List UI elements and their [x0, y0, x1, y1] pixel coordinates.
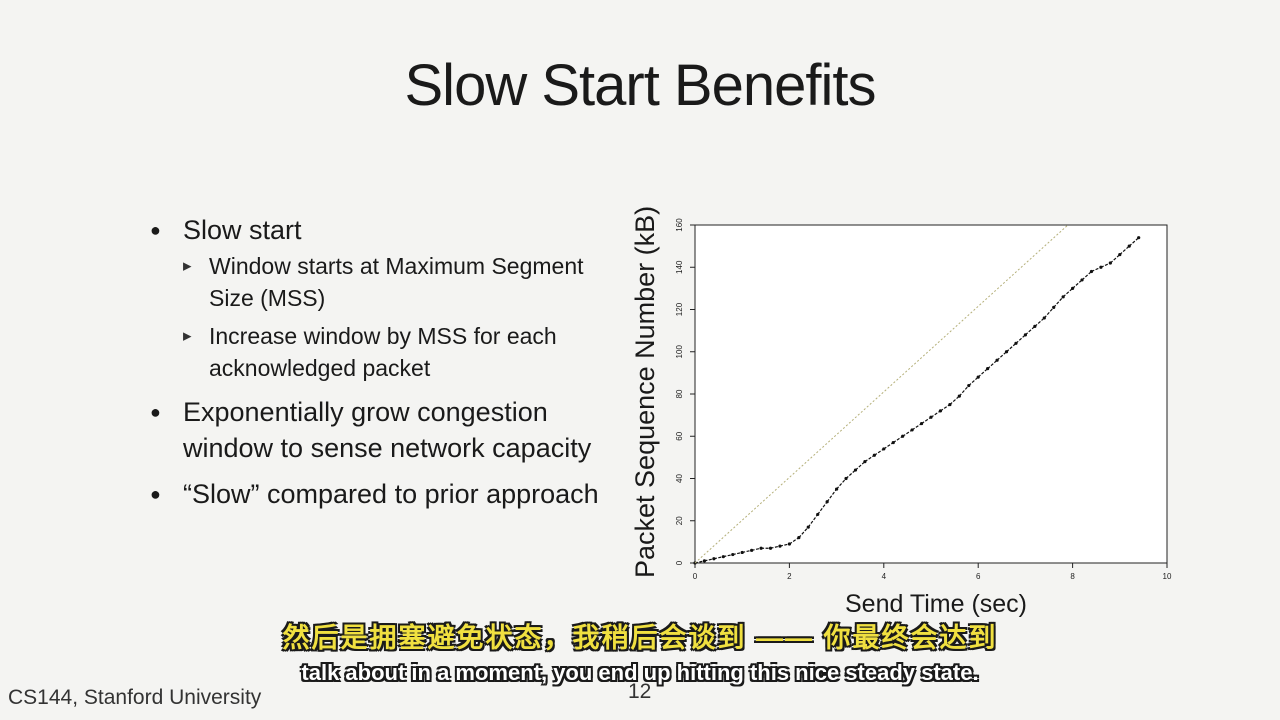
data-segment: [911, 423, 922, 431]
data-segment: [1072, 279, 1083, 289]
data-segment: [1006, 342, 1017, 353]
y-tick-label: 120: [675, 302, 684, 316]
data-segment: [874, 448, 885, 456]
data-segment: [1128, 237, 1140, 247]
data-segment: [732, 551, 743, 556]
data-segment: [958, 385, 970, 397]
data-segment: [779, 543, 790, 547]
data-segment: [949, 395, 960, 406]
data-segment: [1034, 317, 1045, 327]
data-segment: [1081, 271, 1092, 281]
data-segment: [892, 435, 904, 444]
y-tick-label: 140: [675, 260, 684, 274]
data-segment: [1062, 287, 1074, 298]
data-segment: [1043, 306, 1055, 319]
data-segment: [770, 545, 781, 549]
x-tick-label: 2: [787, 572, 792, 581]
data-point: [768, 546, 773, 550]
data-segment: [855, 461, 866, 471]
x-tick-label: 8: [1070, 572, 1075, 581]
y-axis-label: Packet Sequence Number (kB): [630, 205, 660, 578]
chart-container: 0 2 4 6 8 10 0 20 40 60 80 100 120 140 160: [630, 205, 1190, 595]
data-segment: [996, 351, 1007, 361]
plot-frame: [694, 224, 1168, 564]
data-segment: [1119, 245, 1130, 256]
y-tick-label: 100: [675, 345, 684, 359]
data-segment: [1100, 262, 1111, 268]
data-segment: [694, 560, 705, 564]
y-tick-label: 0: [675, 560, 684, 565]
bullet-slow-compared: “Slow” compared to prior approach: [150, 476, 600, 512]
data-segment: [864, 454, 875, 463]
data-segment: [1015, 334, 1026, 344]
data-segment: [940, 404, 951, 412]
data-segment: [921, 416, 932, 425]
x-tick-label: 6: [976, 572, 981, 581]
y-tick-label: 160: [675, 218, 684, 232]
sub-bullet-increase-window: Increase window by MSS for each acknowle…: [183, 320, 600, 384]
data-segment: [902, 429, 913, 437]
x-tick-label: 0: [693, 572, 698, 581]
data-segment: [968, 376, 979, 386]
data-segment: [1053, 296, 1064, 308]
y-tick-label: 80: [675, 389, 684, 398]
x-axis-label: Send Time (sec): [845, 590, 1028, 618]
subtitle-chinese: 然后是拥塞避免状态，我稍后会谈到 —— 你最终会达到: [282, 623, 998, 653]
data-segment: [836, 478, 847, 490]
page-number: 12: [628, 680, 652, 703]
bullet-slow-start: Slow start: [150, 212, 600, 248]
data-segment: [826, 488, 838, 503]
data-segment: [807, 514, 819, 528]
y-tick-label: 20: [675, 516, 684, 525]
bullet-list: Slow start Window starts at Maximum Segm…: [150, 212, 600, 514]
data-segment: [977, 368, 989, 378]
data-segment: [1109, 254, 1121, 264]
data-segment: [883, 442, 894, 450]
data-segment: [987, 359, 998, 370]
x-tick-label: 10: [1163, 572, 1172, 581]
data-segment: [789, 537, 800, 545]
y-tick-label: 40: [675, 474, 684, 483]
data-segment: [930, 410, 941, 418]
bullet-exponential-growth: Exponentially grow congestion window to …: [150, 394, 600, 466]
data-segment: [723, 553, 733, 558]
data-segment: [713, 556, 724, 560]
subtitle-english: talk about in a moment, you end up hitti…: [301, 660, 979, 685]
x-tick-label: 4: [882, 572, 887, 581]
data-segment: [817, 501, 828, 515]
footer-course: CS144, Stanford University: [8, 686, 262, 709]
data-segment: [1024, 325, 1036, 336]
sub-bullet-window-starts: Window starts at Maximum Segment Size (M…: [183, 250, 600, 314]
data-point: [750, 548, 754, 552]
data-segment: [1091, 266, 1102, 273]
data-segment: [798, 526, 809, 539]
data-segment: [751, 547, 762, 551]
data-segment: [845, 469, 856, 479]
data-segment: [704, 558, 715, 562]
data-segment: [742, 549, 752, 554]
y-tick-label: 60: [675, 431, 684, 440]
slide-title: Slow Start Benefits: [404, 53, 877, 118]
